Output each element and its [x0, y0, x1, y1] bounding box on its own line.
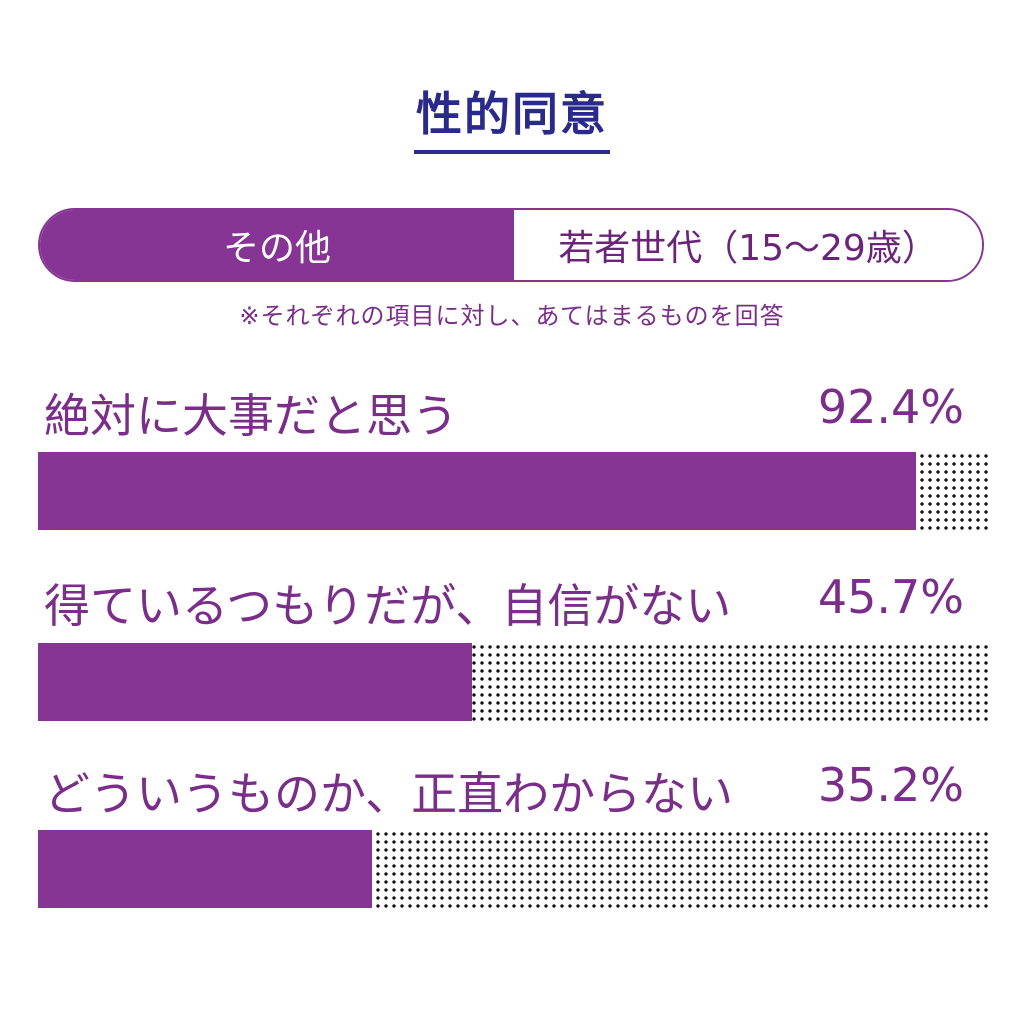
chart-title-text: 性的同意 — [414, 78, 610, 154]
chart-title: 性的同意 — [0, 78, 1024, 154]
bar-fill — [38, 643, 473, 721]
bar-track — [38, 643, 988, 721]
bar-value-label: 35.2% — [817, 758, 964, 812]
group-toggle[interactable]: その他 若者世代（15〜29歳） — [38, 208, 984, 282]
bar-fill — [38, 452, 916, 530]
bar-label: 絶対に大事だと思う — [44, 389, 458, 443]
bar-value-label: 92.4% — [817, 380, 964, 434]
bar-track — [38, 830, 988, 908]
toggle-option-youth[interactable]: 若者世代（15〜29歳） — [514, 210, 982, 280]
bar-label: どういうものか、正直わからない — [44, 767, 734, 821]
survey-note: ※それぞれの項目に対し、あてはまるものを回答 — [239, 302, 785, 330]
bar-fill — [38, 830, 373, 908]
bar-value-label: 45.7% — [817, 570, 964, 624]
bar-label: 得ているつもりだが、自信がない — [44, 579, 732, 633]
toggle-option-other[interactable]: その他 — [40, 210, 514, 280]
bar-track — [38, 452, 988, 530]
